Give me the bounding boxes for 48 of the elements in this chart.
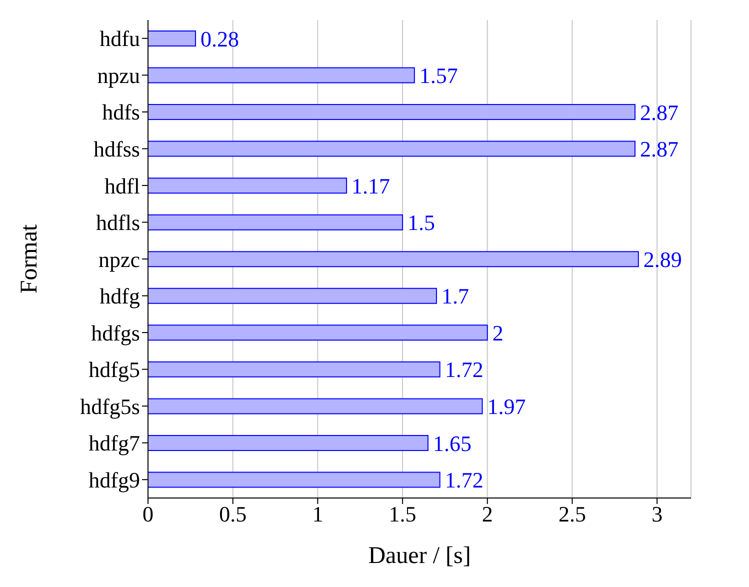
x-tick-label: 1.5 — [388, 502, 416, 527]
data-label: 2.87 — [640, 100, 679, 125]
y-tick-label: hdfg7 — [88, 430, 140, 456]
y-tick-label: hdfg — [100, 284, 140, 309]
x-tick-label: 0 — [142, 502, 154, 527]
x-tick-label: 1 — [312, 502, 324, 527]
data-label: 1.57 — [419, 63, 458, 88]
bar — [148, 324, 488, 341]
data-label: 0.28 — [200, 26, 240, 52]
data-label: 1.7 — [441, 284, 469, 309]
bar — [148, 398, 483, 414]
y-axis-title: Format — [16, 224, 43, 294]
bar — [148, 251, 639, 268]
y-tick-label: hdfss — [94, 136, 140, 162]
bar — [148, 361, 440, 378]
bar — [148, 214, 404, 230]
data-label: 2.89 — [643, 246, 682, 272]
x-tick-label: 0.5 — [219, 502, 247, 527]
bar — [148, 434, 428, 451]
bar — [148, 30, 196, 46]
bar — [148, 67, 415, 84]
bar — [148, 140, 636, 157]
y-tick-label: hdfg9 — [88, 467, 140, 492]
x-tick-label: 2.5 — [558, 502, 586, 527]
data-label: 1.72 — [444, 357, 484, 382]
y-tick-label: npzu — [97, 62, 140, 88]
bar — [148, 104, 636, 120]
y-tick-label: hdfls — [96, 210, 140, 236]
y-tick-label: npzc — [98, 246, 140, 272]
data-label: 1.5 — [408, 210, 436, 236]
data-label: 2.87 — [640, 136, 679, 162]
y-tick-label: hdfl — [104, 173, 140, 198]
y-tick-label: hdfg5s — [80, 394, 140, 419]
bar — [148, 288, 437, 304]
y-tick-label: hdfg5 — [88, 357, 140, 382]
x-axis-title: Dauer / [s] — [368, 543, 471, 570]
y-tick-label: hdfs — [102, 100, 140, 125]
y-tick-label: hdfgs — [91, 320, 140, 346]
y-tick-label: hdfu — [100, 26, 140, 52]
bar — [148, 178, 348, 194]
x-tick-label: 2 — [482, 502, 493, 527]
x-tick-label: 3 — [652, 502, 663, 527]
data-label: 1.72 — [444, 468, 484, 493]
bar — [148, 472, 440, 488]
data-label: 2 — [492, 320, 504, 346]
data-label: 1.17 — [352, 173, 390, 198]
data-label: 1.65 — [432, 430, 472, 456]
data-label: 1.97 — [487, 394, 526, 419]
